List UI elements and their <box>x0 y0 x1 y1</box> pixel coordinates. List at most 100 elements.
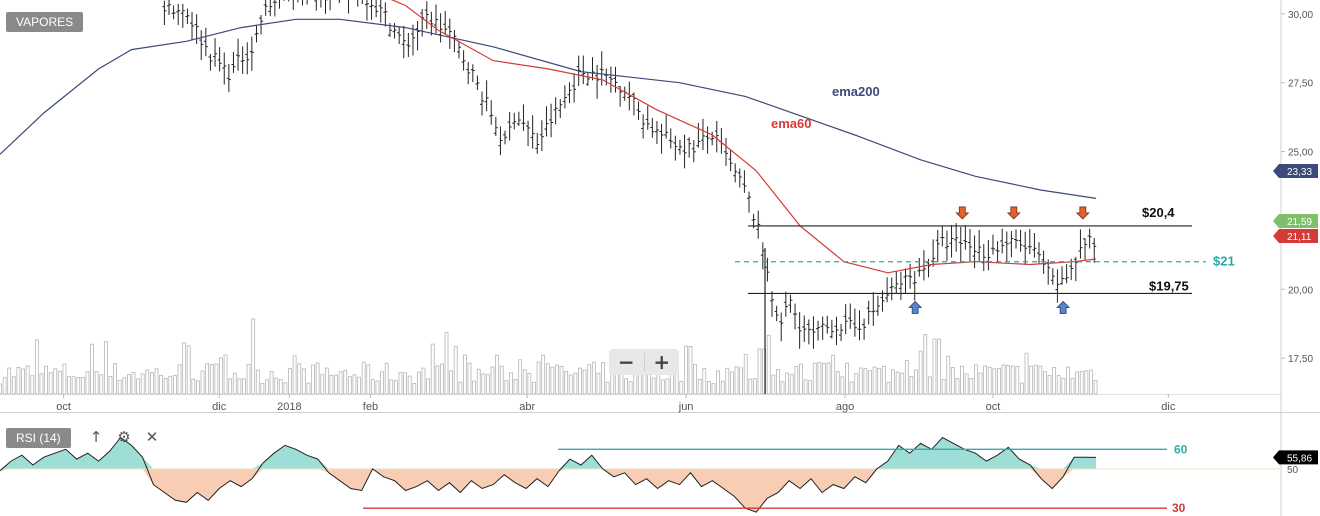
ohlc-bar <box>986 240 991 271</box>
volume-bar <box>495 354 500 395</box>
ohlc-bar <box>378 0 383 23</box>
ohlc-bar <box>572 73 577 103</box>
volume-bar <box>605 381 610 395</box>
ohlc-bar <box>990 234 995 255</box>
volume-bar <box>62 363 67 395</box>
volume-bar <box>136 378 140 395</box>
volume-bar <box>762 348 767 395</box>
volume-bar <box>955 378 960 395</box>
gear-icon[interactable]: ⚙ <box>117 428 131 446</box>
ohlc-bar <box>613 66 618 93</box>
ohlc-bar <box>774 305 779 322</box>
ohlc-bar <box>171 5 176 20</box>
volume-bar <box>1047 375 1052 395</box>
ohlc-bar <box>447 18 452 49</box>
move-up-icon[interactable]: ↑ <box>89 428 103 446</box>
volume-bar <box>776 369 780 395</box>
ohlc-bar <box>885 277 890 303</box>
ohlc-bar <box>820 316 825 340</box>
rsi-badge-label: 55,86 <box>1287 453 1312 464</box>
ohlc-bar <box>691 140 696 163</box>
ohlc-bar <box>857 310 862 341</box>
volume-bar <box>628 381 633 395</box>
price-tick-label: 20,00 <box>1288 285 1313 296</box>
volume-bar <box>269 371 274 395</box>
ohlc-bar <box>190 12 195 40</box>
ohlc-bar <box>558 99 563 119</box>
volume-bar <box>564 371 569 395</box>
ohlc-bar <box>760 242 765 270</box>
volume-bar <box>122 377 127 395</box>
ohlc-bar <box>595 64 600 99</box>
volume-bar <box>131 371 136 395</box>
ohlc-bar <box>806 319 811 345</box>
close-icon[interactable]: ✕ <box>145 428 159 446</box>
ohlc-bar <box>263 0 268 16</box>
volume-bar <box>596 372 601 395</box>
rsi-tag[interactable]: RSI (14) <box>6 428 71 448</box>
volume-bar <box>1038 365 1043 395</box>
ohlc-bar <box>977 230 982 262</box>
volume-bar <box>315 362 320 395</box>
volume-bar <box>145 369 150 395</box>
price-badge <box>1273 214 1318 228</box>
volume-bar <box>881 365 886 395</box>
volume-bar <box>992 368 997 395</box>
ohlc-bar <box>581 55 586 85</box>
volume-bar <box>1056 375 1061 395</box>
volume-bar <box>361 361 366 395</box>
symbol-tag[interactable]: VAPORES <box>6 12 84 32</box>
price-badge-label: 21,11 <box>1287 232 1312 243</box>
ohlc-bar <box>249 36 254 71</box>
volume-bar <box>435 365 440 395</box>
volume-bar <box>486 374 490 395</box>
ohlc-bar <box>383 2 388 27</box>
volume-bar <box>214 363 219 395</box>
volume-bar <box>472 380 477 395</box>
volume-bar <box>840 376 845 395</box>
volume-bar <box>541 354 546 395</box>
ohlc-bar <box>1027 229 1032 255</box>
volume-bar <box>440 363 444 395</box>
volume-bar <box>278 379 283 395</box>
ohlc-bar <box>677 139 682 155</box>
zoom-out-button[interactable]: − <box>617 350 635 374</box>
volume-bar <box>863 368 868 395</box>
price-tick-label: 27,50 <box>1288 79 1313 90</box>
ohlc-bar <box>903 268 908 294</box>
rsi-lower-fill <box>0 468 1096 513</box>
ohlc-bar <box>829 319 834 339</box>
volume-bar <box>389 379 394 395</box>
ohlc-bar <box>457 40 462 59</box>
midline-label: $21 <box>1213 254 1235 269</box>
ohlc-bar <box>521 104 526 131</box>
ohlc-bar <box>742 170 747 193</box>
ohlc-bar <box>802 315 807 343</box>
time-label: 2018 <box>277 401 301 413</box>
ohlc-bar <box>213 38 218 67</box>
price-tick-label: 17,50 <box>1288 354 1313 365</box>
ohlc-bar <box>369 0 374 20</box>
ohlc-bar <box>512 112 517 130</box>
volume-bar <box>536 361 541 395</box>
ohlc-bar <box>452 29 457 53</box>
volume-bar <box>108 376 113 395</box>
rsi-tick-label: 50 <box>1287 465 1299 476</box>
ohlc-bar <box>231 51 236 73</box>
time-label: dic <box>1161 401 1176 413</box>
volume-bar <box>858 367 863 395</box>
volume-bar <box>904 360 909 395</box>
ohlc-bar <box>475 75 480 91</box>
volume-bar <box>126 374 131 395</box>
volume-bar <box>624 378 628 395</box>
ohlc-bar <box>415 20 420 51</box>
volume-bar <box>7 367 12 395</box>
ohlc-bar <box>208 53 213 71</box>
volume-bar <box>159 374 164 395</box>
volume-bar <box>1079 371 1084 395</box>
ohlc-bar <box>320 0 322 8</box>
volume-bar <box>403 372 407 395</box>
zoom-in-button[interactable]: + <box>653 350 671 374</box>
ohlc-bar <box>1018 229 1023 252</box>
